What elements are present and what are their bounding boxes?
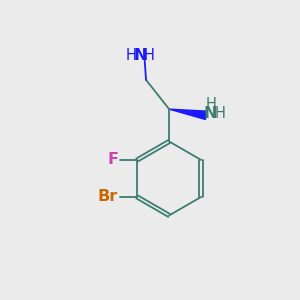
- Text: H: H: [144, 48, 154, 63]
- Text: N: N: [204, 106, 218, 121]
- Text: F: F: [107, 152, 118, 167]
- Text: Br: Br: [98, 189, 118, 204]
- Text: N: N: [133, 48, 147, 63]
- Text: H: H: [125, 48, 136, 63]
- Text: H: H: [214, 106, 225, 121]
- Polygon shape: [169, 109, 207, 119]
- Text: H: H: [205, 97, 216, 112]
